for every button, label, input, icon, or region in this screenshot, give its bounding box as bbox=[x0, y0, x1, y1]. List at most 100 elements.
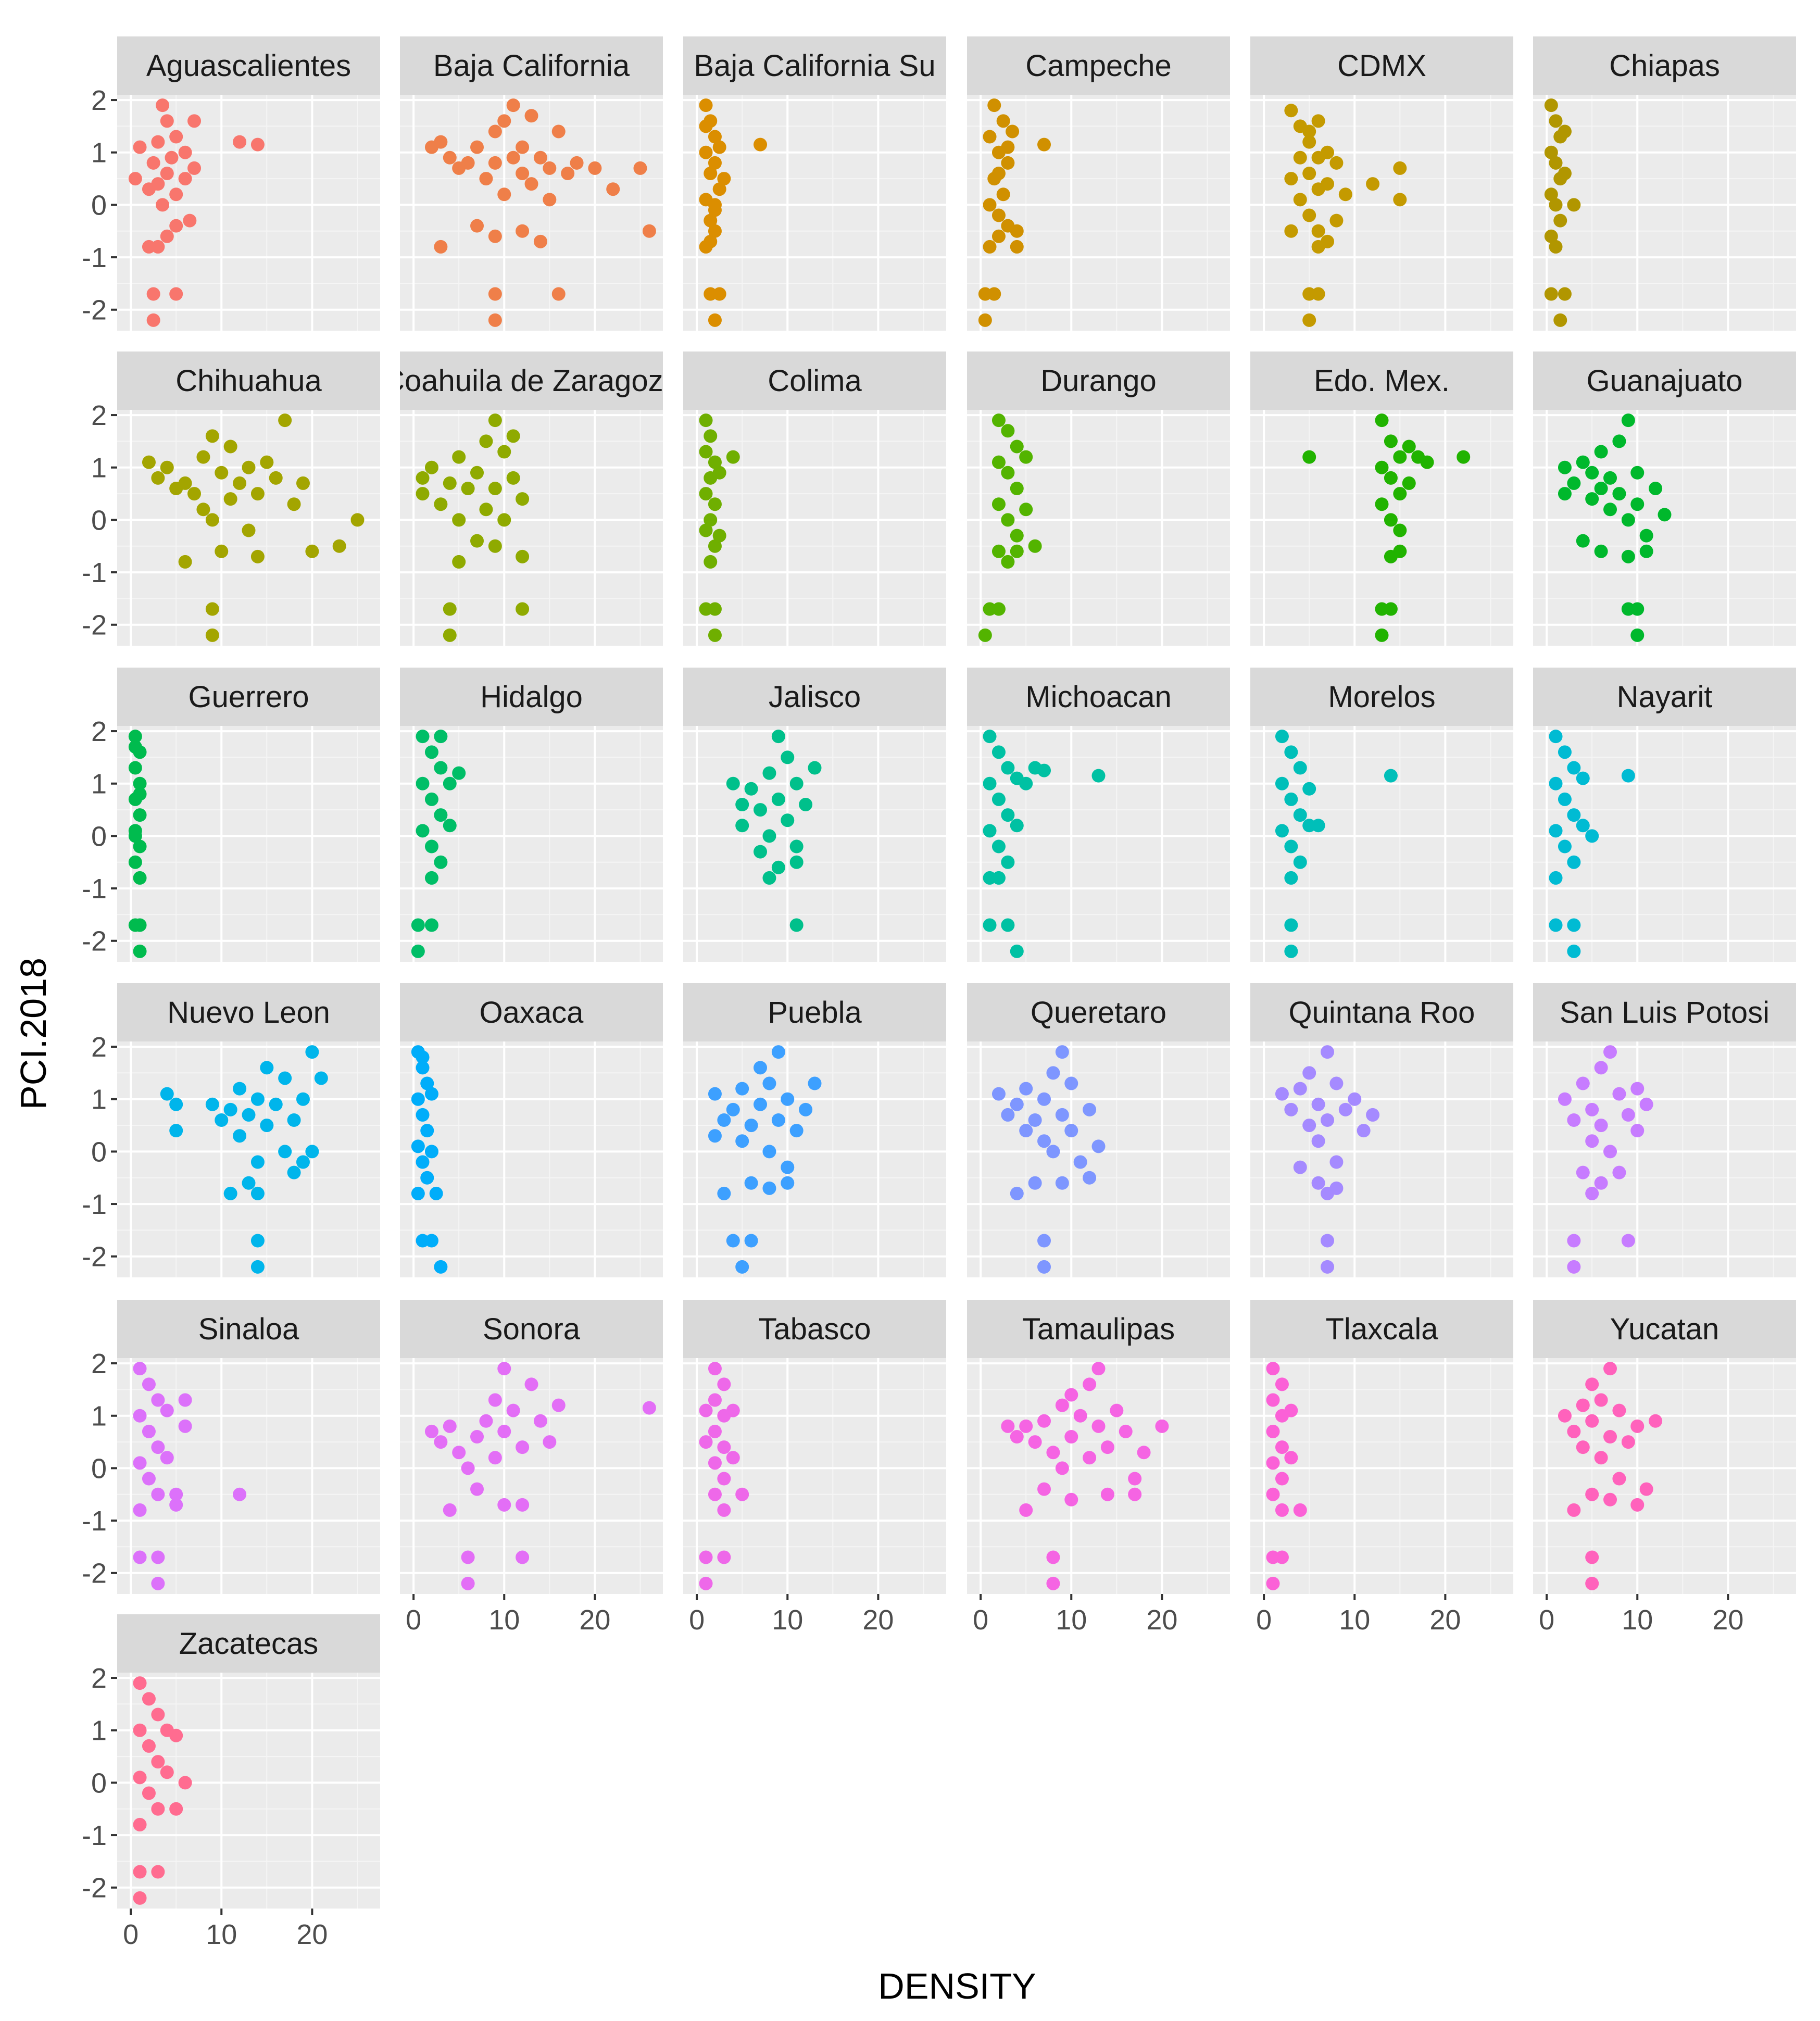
data-point bbox=[133, 787, 147, 801]
data-point bbox=[1091, 1419, 1106, 1433]
data-point bbox=[1375, 413, 1389, 428]
data-point bbox=[543, 193, 557, 207]
data-point bbox=[1630, 1498, 1645, 1512]
data-point bbox=[1001, 466, 1015, 480]
data-point bbox=[1549, 824, 1563, 838]
data-point bbox=[1028, 539, 1042, 553]
data-point bbox=[133, 1676, 147, 1690]
data-point bbox=[424, 871, 438, 885]
data-point bbox=[424, 1234, 438, 1248]
x-tick-label: 0 bbox=[689, 1604, 705, 1636]
data-point bbox=[1576, 819, 1590, 833]
panel-background bbox=[1533, 95, 1796, 331]
data-point bbox=[1100, 1487, 1114, 1501]
data-point bbox=[187, 161, 202, 175]
data-point bbox=[1128, 1487, 1142, 1501]
data-point bbox=[1046, 1576, 1060, 1590]
data-point bbox=[1001, 761, 1015, 775]
data-point bbox=[1594, 482, 1608, 495]
y-tick-label: -1 bbox=[82, 873, 107, 905]
data-point bbox=[133, 1503, 147, 1517]
data-point bbox=[1037, 1134, 1051, 1148]
data-point bbox=[1366, 177, 1380, 191]
y-tick-label: 0 bbox=[91, 190, 107, 221]
data-point bbox=[233, 135, 247, 149]
data-point bbox=[1266, 1576, 1280, 1590]
data-point bbox=[1037, 763, 1051, 777]
facet-strip bbox=[683, 352, 946, 410]
data-point bbox=[708, 1129, 722, 1143]
data-point bbox=[1393, 450, 1407, 464]
data-point bbox=[434, 497, 448, 511]
data-point bbox=[196, 450, 210, 464]
data-point bbox=[717, 1186, 731, 1200]
data-point bbox=[1567, 918, 1581, 932]
data-point bbox=[151, 1487, 165, 1501]
data-point bbox=[250, 1092, 265, 1106]
data-point bbox=[142, 1424, 156, 1438]
facet-label: Queretaro bbox=[1031, 996, 1166, 1030]
data-point bbox=[1576, 455, 1590, 469]
data-point bbox=[991, 745, 1006, 759]
data-point bbox=[133, 776, 147, 790]
facet-label: Coahuila de Zaragoza bbox=[383, 364, 680, 398]
data-point bbox=[146, 287, 160, 301]
data-point bbox=[169, 1124, 183, 1138]
data-point bbox=[160, 1451, 174, 1465]
y-tick-label: -1 bbox=[82, 1505, 107, 1537]
data-point bbox=[1329, 1155, 1344, 1169]
facet-strip bbox=[683, 983, 946, 1041]
data-point bbox=[443, 1419, 457, 1433]
data-point bbox=[424, 745, 438, 759]
data-point bbox=[169, 287, 183, 301]
data-point bbox=[470, 219, 484, 233]
data-point bbox=[250, 1234, 265, 1248]
facet-label: San Luis Potosi bbox=[1560, 996, 1769, 1030]
data-point bbox=[169, 1498, 183, 1512]
data-point bbox=[516, 492, 530, 506]
data-point bbox=[233, 476, 247, 490]
data-point bbox=[1128, 1472, 1142, 1486]
data-point bbox=[991, 208, 1006, 222]
data-point bbox=[1603, 1045, 1617, 1059]
x-tick-label: 20 bbox=[296, 1919, 328, 1950]
panel-background bbox=[400, 1358, 663, 1594]
data-point bbox=[717, 1550, 731, 1564]
data-point bbox=[178, 1393, 192, 1407]
data-point bbox=[305, 1145, 319, 1159]
facet-panel: Hidalgo bbox=[400, 668, 663, 962]
data-point bbox=[1019, 1419, 1033, 1433]
data-point bbox=[771, 1045, 785, 1059]
data-point bbox=[762, 1076, 776, 1090]
data-point bbox=[133, 944, 147, 958]
data-point bbox=[1549, 198, 1563, 212]
y-tick-label: 0 bbox=[91, 1136, 107, 1168]
facet-panel: Edo. Mex. bbox=[1250, 352, 1513, 646]
data-point bbox=[488, 287, 502, 301]
facet-panel: Guerrero bbox=[117, 668, 380, 962]
panel-background bbox=[117, 726, 380, 962]
data-point bbox=[991, 455, 1006, 469]
facet-strip bbox=[117, 36, 380, 95]
data-point bbox=[1311, 224, 1325, 238]
data-point bbox=[420, 1124, 434, 1138]
data-point bbox=[1621, 413, 1635, 428]
data-point bbox=[497, 1362, 511, 1376]
data-point bbox=[726, 776, 740, 790]
data-point bbox=[260, 1061, 274, 1075]
data-point bbox=[1603, 471, 1617, 485]
data-point bbox=[205, 628, 219, 642]
data-point bbox=[1302, 167, 1316, 180]
data-point bbox=[1384, 471, 1398, 485]
data-point bbox=[1621, 1108, 1635, 1122]
data-point bbox=[434, 730, 448, 744]
data-point bbox=[443, 776, 457, 790]
data-point bbox=[1639, 1482, 1653, 1496]
data-point bbox=[1302, 782, 1316, 796]
facet-strip bbox=[400, 668, 663, 726]
data-point bbox=[269, 1097, 283, 1111]
data-point bbox=[1311, 1134, 1325, 1148]
facet-panel: Nuevo Leon bbox=[117, 983, 380, 1277]
data-point bbox=[1549, 871, 1563, 885]
data-point bbox=[699, 119, 713, 133]
